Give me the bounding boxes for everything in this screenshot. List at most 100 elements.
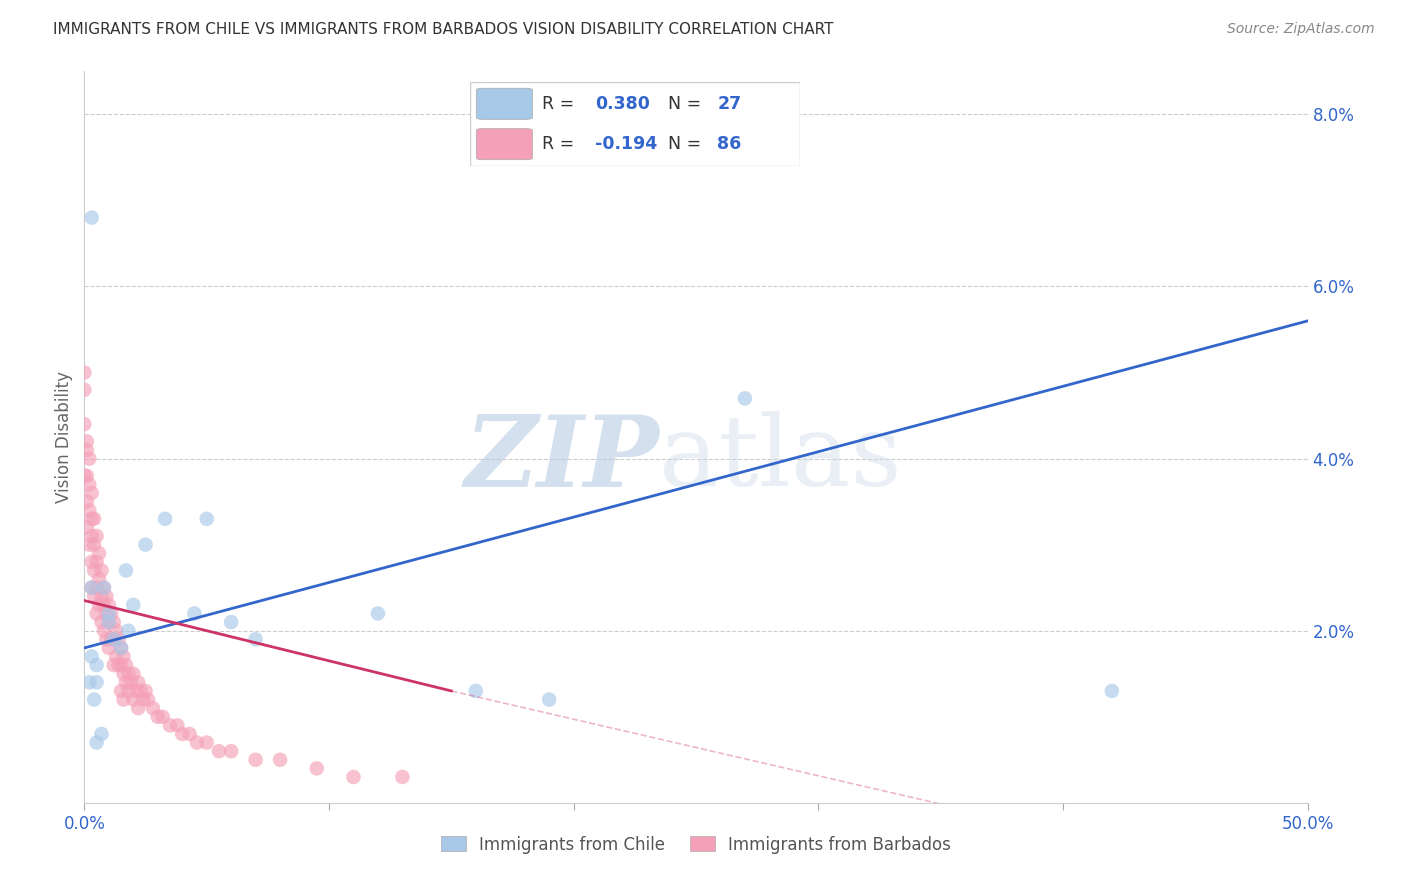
Point — [80, 581, 103, 595]
Point — [103, 658, 125, 673]
Point — [93, 598, 115, 612]
Point — [127, 701, 149, 715]
Point — [86, 581, 108, 595]
Point — [86, 658, 108, 673]
Point — [83, 564, 105, 578]
Point — [77, 538, 100, 552]
Point — [105, 624, 128, 638]
Point — [107, 658, 129, 673]
Point — [80, 555, 103, 569]
Point — [97, 615, 120, 629]
Point — [153, 512, 176, 526]
Point — [367, 607, 389, 621]
Point — [77, 477, 100, 491]
Point — [76, 494, 98, 508]
Point — [245, 632, 267, 647]
Point — [80, 512, 103, 526]
Point — [115, 564, 138, 578]
Point — [73, 383, 96, 397]
Point — [77, 503, 100, 517]
Point — [115, 658, 138, 673]
Point — [83, 512, 105, 526]
Point — [87, 546, 110, 560]
Point — [112, 666, 135, 681]
Point — [195, 512, 218, 526]
Point — [86, 607, 108, 621]
Point — [112, 692, 135, 706]
Point — [152, 710, 174, 724]
Point — [136, 692, 159, 706]
Point — [107, 632, 129, 647]
Point — [219, 744, 242, 758]
Point — [103, 632, 125, 647]
Point — [77, 675, 100, 690]
Point — [73, 417, 96, 432]
Point — [90, 727, 112, 741]
Point — [105, 649, 128, 664]
Point — [80, 211, 103, 225]
Point — [115, 675, 138, 690]
Point — [90, 564, 112, 578]
Point — [76, 468, 98, 483]
Point — [146, 710, 169, 724]
Point — [96, 607, 118, 621]
Point — [87, 598, 110, 612]
Point — [110, 684, 132, 698]
Point — [110, 658, 132, 673]
Point — [86, 555, 108, 569]
Point — [132, 692, 155, 706]
Point — [186, 735, 208, 749]
Point — [122, 598, 145, 612]
Text: atlas: atlas — [659, 411, 903, 507]
Point — [100, 632, 122, 647]
Point — [86, 675, 108, 690]
Point — [166, 718, 188, 732]
Point — [76, 434, 98, 449]
Point — [73, 468, 96, 483]
Point — [97, 598, 120, 612]
Point — [87, 572, 110, 586]
Point — [159, 718, 181, 732]
Point — [269, 753, 291, 767]
Point — [90, 589, 112, 603]
Point — [77, 451, 100, 466]
Point — [464, 684, 486, 698]
Point — [179, 727, 201, 741]
Point — [1101, 684, 1123, 698]
Point — [96, 632, 118, 647]
Point — [110, 640, 132, 655]
Point — [183, 607, 205, 621]
Point — [80, 649, 103, 664]
Point — [120, 675, 142, 690]
Text: ZIP: ZIP — [464, 411, 659, 508]
Point — [73, 366, 96, 380]
Point — [245, 753, 267, 767]
Point — [83, 692, 105, 706]
Point — [112, 649, 135, 664]
Point — [83, 589, 105, 603]
Point — [129, 684, 152, 698]
Point — [734, 392, 756, 406]
Point — [391, 770, 413, 784]
Point — [117, 666, 139, 681]
Point — [80, 529, 103, 543]
Point — [117, 624, 139, 638]
Text: IMMIGRANTS FROM CHILE VS IMMIGRANTS FROM BARBADOS VISION DISABILITY CORRELATION : IMMIGRANTS FROM CHILE VS IMMIGRANTS FROM… — [53, 22, 834, 37]
Point — [76, 520, 98, 534]
Point — [538, 692, 561, 706]
Point — [93, 624, 115, 638]
Point — [110, 640, 132, 655]
Point — [96, 589, 118, 603]
Point — [86, 529, 108, 543]
Point — [76, 442, 98, 457]
Point — [172, 727, 194, 741]
Y-axis label: Vision Disability: Vision Disability — [55, 371, 73, 503]
Point — [135, 684, 157, 698]
Point — [90, 615, 112, 629]
Point — [100, 607, 122, 621]
Point — [97, 607, 120, 621]
Point — [127, 675, 149, 690]
Point — [93, 581, 115, 595]
Point — [80, 486, 103, 500]
Point — [80, 581, 103, 595]
